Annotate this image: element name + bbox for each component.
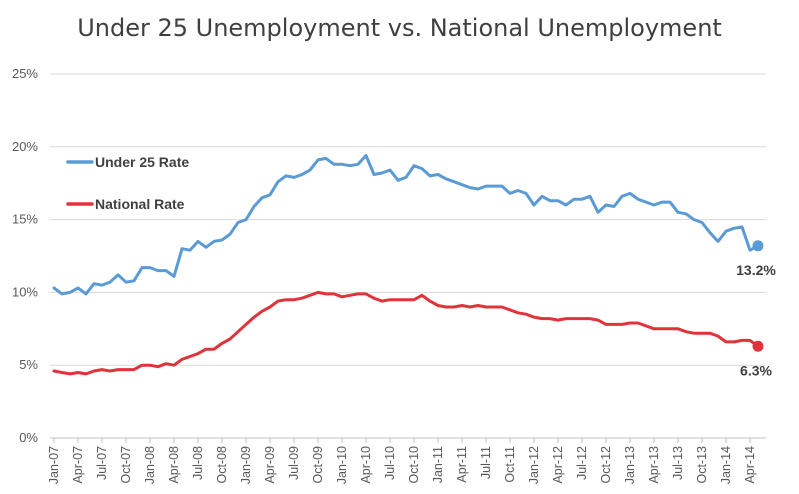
x-tick-label: Oct-13 bbox=[695, 446, 709, 484]
under-25-rate-line bbox=[52, 154, 760, 296]
x-tick-label: Jul-07 bbox=[95, 446, 109, 480]
x-tick-label: Oct-12 bbox=[599, 446, 613, 484]
x-tick-label: Apr-13 bbox=[647, 446, 661, 484]
y-tick-label: 5% bbox=[19, 357, 38, 372]
national-end-marker bbox=[752, 340, 764, 352]
x-tick-label: Jan-11 bbox=[431, 446, 445, 483]
x-tick-label: Jul-10 bbox=[383, 446, 397, 480]
under-25-end-label: 13.2% bbox=[736, 262, 776, 278]
x-tick-label: Oct-10 bbox=[407, 446, 421, 484]
x-tick-label: Jan-08 bbox=[143, 446, 157, 484]
y-tick-label: 20% bbox=[12, 139, 38, 154]
x-tick-label: Jul-08 bbox=[191, 446, 205, 480]
x-tick-label: Jan-14 bbox=[719, 446, 733, 484]
x-tick-label: Jul-12 bbox=[575, 446, 589, 480]
x-axis-ticks: Jan-07 Apr-07 Jul-07 Oct-07 Jan-08 Apr-08 Jul-… bbox=[47, 438, 757, 484]
y-axis-ticks: 0% 5% 10% 15% 20% 25% bbox=[12, 66, 38, 445]
legend-label-under-25: Under 25 Rate bbox=[95, 154, 189, 170]
gridlines bbox=[50, 73, 766, 439]
under-25-end-marker bbox=[752, 240, 764, 252]
x-tick-label: Jul-11 bbox=[479, 446, 493, 479]
x-tick-label: Apr-07 bbox=[71, 446, 85, 484]
series-lines bbox=[52, 154, 764, 376]
x-tick-label: Apr-14 bbox=[743, 446, 757, 484]
x-tick-label: Oct-07 bbox=[119, 446, 133, 484]
y-tick-label: 25% bbox=[12, 66, 38, 81]
national-rate-line bbox=[52, 290, 760, 376]
x-tick-label: Apr-09 bbox=[263, 446, 277, 484]
legend: Under 25 Rate National Rate bbox=[66, 154, 189, 212]
national-end-label: 6.3% bbox=[740, 362, 772, 378]
y-tick-label: 0% bbox=[19, 430, 38, 445]
x-tick-label: Jul-13 bbox=[671, 446, 685, 480]
end-labels: 13.2% 6.3% bbox=[736, 262, 776, 378]
x-tick-label: Jan-10 bbox=[335, 446, 349, 484]
x-tick-label: Oct-11 bbox=[503, 446, 517, 483]
x-tick-label: Jan-09 bbox=[239, 446, 253, 484]
x-tick-label: Apr-10 bbox=[359, 446, 373, 484]
legend-label-national: National Rate bbox=[95, 196, 185, 212]
y-tick-label: 10% bbox=[12, 284, 38, 299]
x-tick-label: Jan-13 bbox=[623, 446, 637, 484]
x-tick-label: Oct-08 bbox=[215, 446, 229, 484]
x-tick-label: Jan-12 bbox=[527, 446, 541, 484]
chart-title: Under 25 Unemployment vs. National Unemp… bbox=[77, 14, 722, 42]
x-tick-label: Apr-12 bbox=[551, 446, 565, 484]
y-tick-label: 15% bbox=[12, 212, 38, 227]
x-tick-label: Apr-08 bbox=[167, 446, 181, 484]
x-tick-label: Jul-09 bbox=[287, 446, 301, 480]
x-tick-label: Apr-11 bbox=[455, 446, 469, 483]
x-tick-label: Oct-09 bbox=[311, 446, 325, 484]
x-tick-label: Jan-07 bbox=[47, 446, 61, 484]
